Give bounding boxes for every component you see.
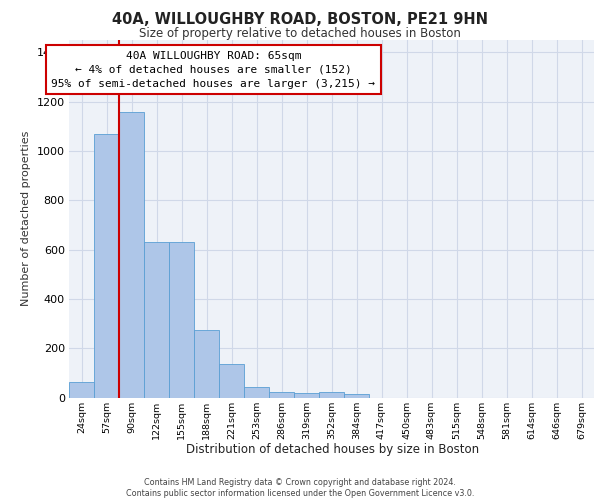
Text: 40A, WILLOUGHBY ROAD, BOSTON, PE21 9HN: 40A, WILLOUGHBY ROAD, BOSTON, PE21 9HN: [112, 12, 488, 28]
Bar: [194, 330, 219, 398]
Y-axis label: Number of detached properties: Number of detached properties: [21, 131, 31, 306]
Text: Distribution of detached houses by size in Boston: Distribution of detached houses by size …: [187, 442, 479, 456]
Bar: [269, 392, 294, 398]
Bar: [319, 392, 344, 398]
Text: Contains HM Land Registry data © Crown copyright and database right 2024.
Contai: Contains HM Land Registry data © Crown c…: [126, 478, 474, 498]
Bar: [219, 364, 244, 398]
Bar: [169, 242, 194, 398]
Bar: [244, 387, 269, 398]
Text: 40A WILLOUGHBY ROAD: 65sqm
← 4% of detached houses are smaller (152)
95% of semi: 40A WILLOUGHBY ROAD: 65sqm ← 4% of detac…: [52, 50, 376, 88]
Bar: [69, 382, 94, 398]
Text: Size of property relative to detached houses in Boston: Size of property relative to detached ho…: [139, 28, 461, 40]
Bar: [119, 112, 144, 398]
Bar: [144, 242, 169, 398]
Bar: [344, 394, 369, 398]
Bar: [294, 393, 319, 398]
Bar: [94, 134, 119, 398]
